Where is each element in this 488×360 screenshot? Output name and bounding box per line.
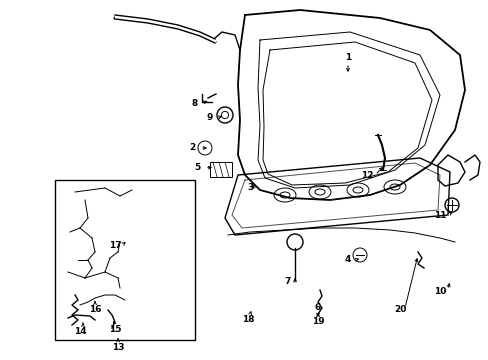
Text: 14: 14 <box>74 328 86 337</box>
Text: 13: 13 <box>112 343 124 352</box>
Text: 3: 3 <box>246 184 253 193</box>
Text: 18: 18 <box>241 315 254 324</box>
Text: 17: 17 <box>108 240 121 249</box>
Bar <box>209 162 231 177</box>
Text: 12: 12 <box>360 171 372 180</box>
Bar <box>55 180 195 340</box>
Text: 2: 2 <box>188 144 195 153</box>
Text: 4: 4 <box>344 256 350 265</box>
Text: 6: 6 <box>314 303 321 312</box>
Text: 11: 11 <box>433 211 446 220</box>
Text: 5: 5 <box>193 163 200 172</box>
Text: 1: 1 <box>344 54 350 63</box>
Text: 20: 20 <box>393 306 406 315</box>
Text: 8: 8 <box>191 99 198 108</box>
Text: 15: 15 <box>108 325 121 334</box>
Text: 16: 16 <box>88 306 101 315</box>
Text: 7: 7 <box>284 278 290 287</box>
Text: 10: 10 <box>433 288 445 297</box>
Text: 9: 9 <box>206 113 213 122</box>
Text: 19: 19 <box>311 318 324 327</box>
